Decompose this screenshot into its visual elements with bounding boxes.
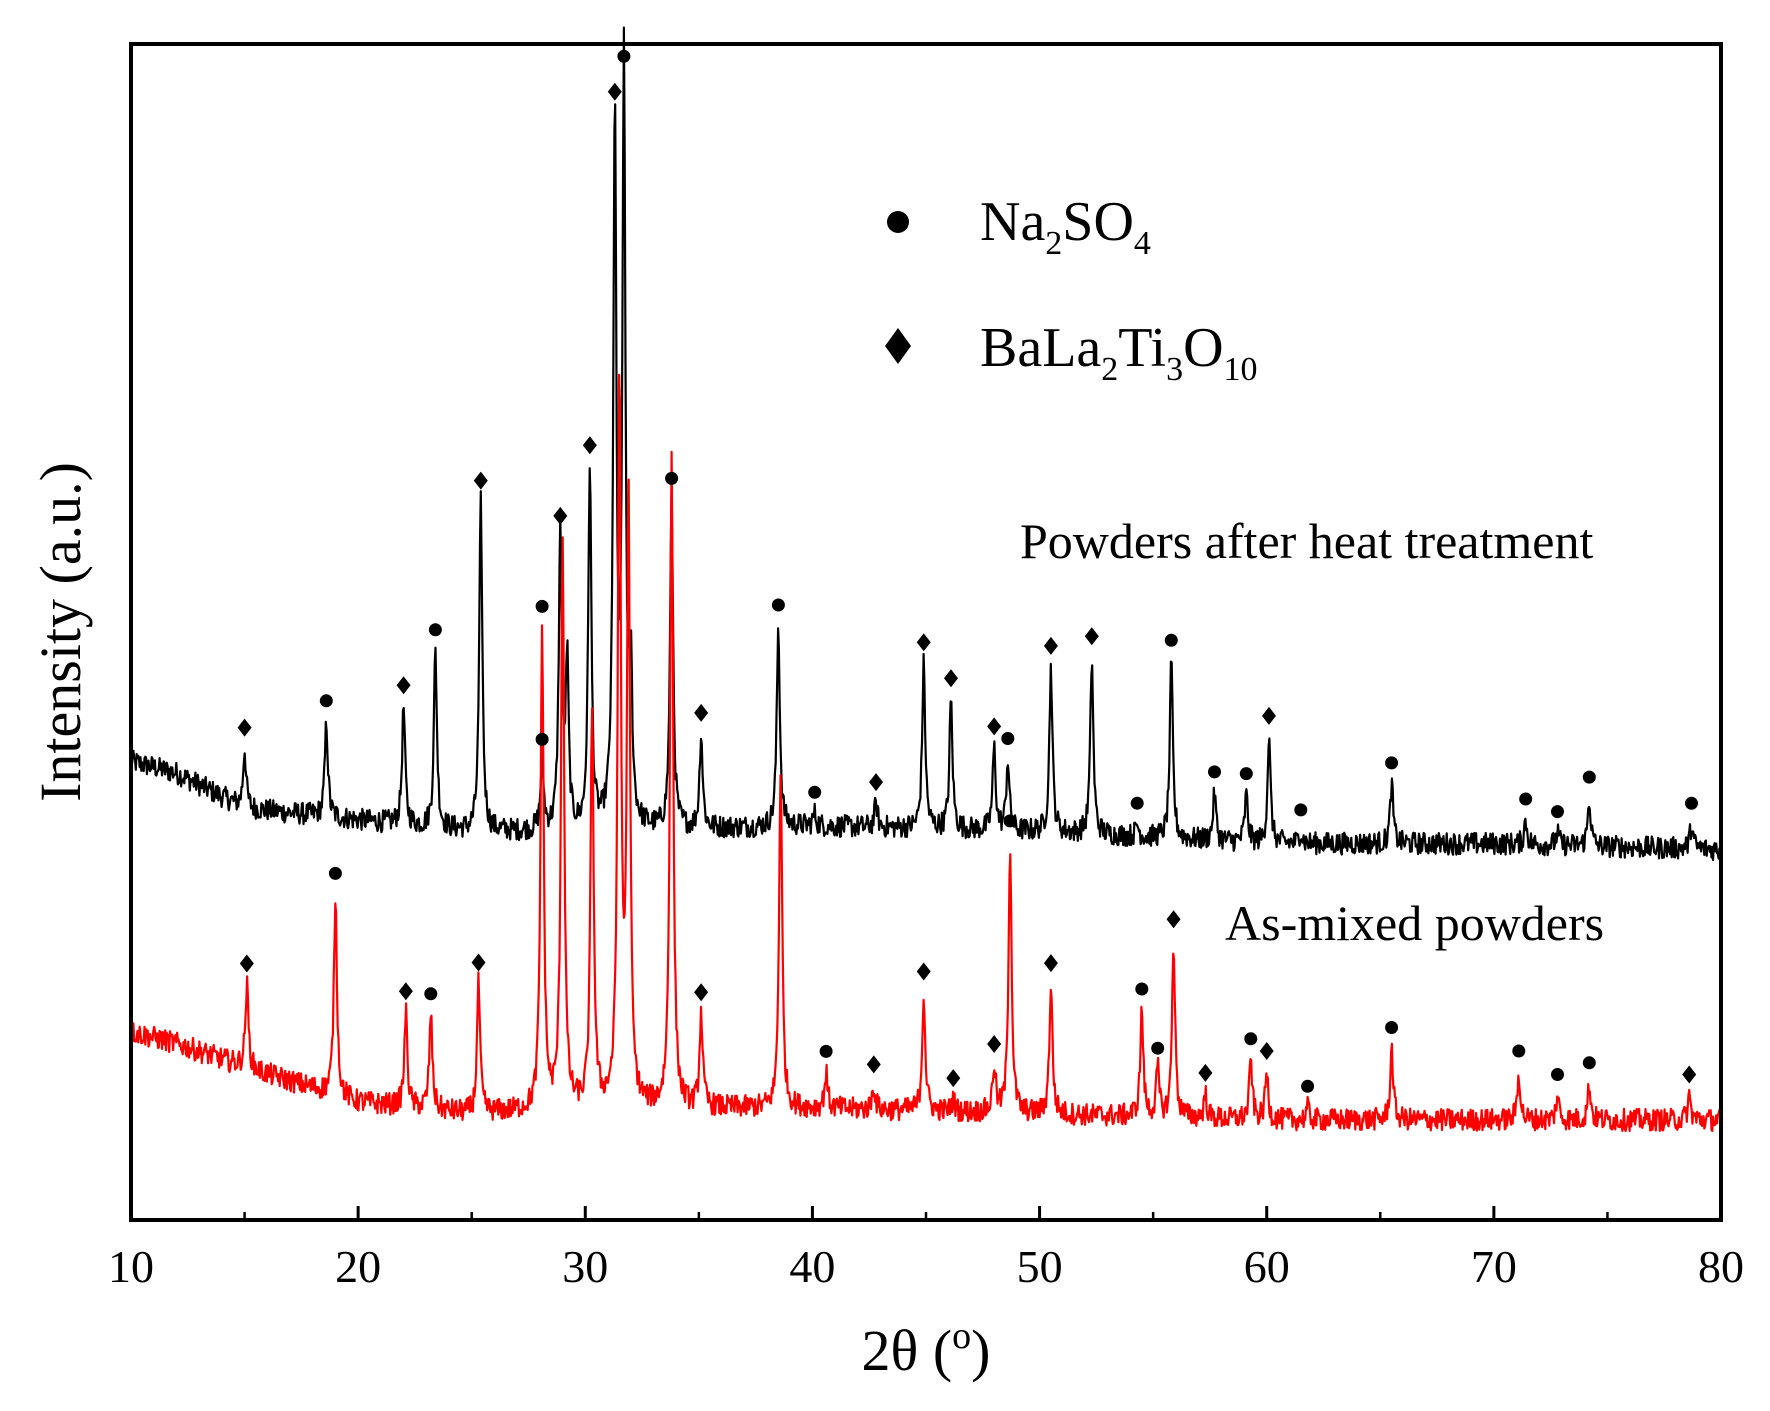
legend-diamond-marker [885,328,911,364]
x-axis-title-close: ) [971,1318,990,1383]
peak-marker-na2so4 [1385,1021,1399,1034]
peak-marker-na2so4 [1003,814,1017,828]
peak-marker-na2so4 [819,1044,833,1058]
legend-circle-marker [887,211,909,233]
legend-bala2ti3o10-part: Ti [1118,317,1166,379]
peak-marker-bala2ti3o10 [607,82,622,101]
x-tick-label: 30 [562,1241,608,1292]
legend-na2so4-sub: 4 [1134,225,1151,262]
peak-marker-bala2ti3o10 [946,1069,961,1088]
peak-marker-na2so4 [1208,765,1221,779]
peak-marker-bala2ti3o10 [1166,910,1181,929]
peak-marker-na2so4 [1582,1056,1596,1070]
peak-marker-na2so4 [1294,803,1308,817]
peak-marker-bala2ti3o10 [237,718,252,737]
legend-na2so4-part: SO [1062,191,1134,253]
series-line-heat-treated [129,26,1723,862]
peak-marker-bala2ti3o10 [582,436,597,455]
peak-marker-bala2ti3o10 [916,962,931,981]
peak-marker-na2so4 [424,987,438,1001]
peak-marker-na2so4 [808,785,822,799]
series-line-as-mixed [130,373,1723,1133]
y-axis-title: Intensity (a.u.) [28,462,93,802]
peak-marker-na2so4 [771,598,785,612]
peak-marker-bala2ti3o10 [239,954,254,973]
legend-bala2ti3o10-sub: 3 [1166,351,1183,388]
peak-marker-na2so4 [1551,805,1564,819]
tick-layer: 10 20 30 40 50 60 70 80 [108,1206,1744,1292]
peak-marker-bala2ti3o10 [1084,627,1099,646]
peak-marker-bala2ti3o10 [1682,1065,1697,1084]
peak-marker-na2so4 [617,49,631,63]
peak-marker-na2so4 [1582,770,1596,784]
peak-marker-na2so4 [1512,1044,1526,1058]
peak-marker-na2so4 [535,599,549,613]
peak-marker-na2so4 [1519,792,1533,806]
peak-marker-bala2ti3o10 [1259,1042,1274,1060]
peak-marker-bala2ti3o10 [1043,636,1058,655]
x-tick-label: 10 [108,1241,154,1292]
x-tick-label: 80 [1698,1241,1744,1292]
peak-marker-na2so4 [1239,767,1253,781]
x-tick-label: 70 [1471,1241,1517,1292]
legend-label-na2so4: Na2SO4 [980,191,1151,262]
peak-marker-na2so4 [1151,1041,1165,1055]
series-label-heat-treated: Powders after heat treatment [1020,513,1593,569]
marker-layer [237,49,1698,1093]
peak-marker-na2so4 [1551,1068,1564,1081]
peak-marker-bala2ti3o10 [1043,954,1058,973]
peak-marker-bala2ti3o10 [869,773,884,792]
peak-marker-na2so4 [1130,796,1144,810]
x-tick-label: 60 [1244,1241,1290,1292]
peak-marker-bala2ti3o10 [987,1034,1002,1053]
x-tick-label: 40 [789,1241,835,1292]
peak-marker-bala2ti3o10 [694,983,709,1002]
peak-marker-na2so4 [1135,982,1149,996]
peak-marker-bala2ti3o10 [987,717,1002,736]
legend-bala2ti3o10-part: O [1183,317,1223,379]
peak-marker-bala2ti3o10 [916,633,931,652]
peak-marker-na2so4 [319,694,333,708]
peak-marker-bala2ti3o10 [473,471,488,490]
peak-marker-bala2ti3o10 [553,506,568,525]
peak-marker-na2so4 [665,471,679,485]
legend: Na2SO4 BaLa2Ti3O10 [885,191,1258,388]
legend-bala2ti3o10-sub: 2 [1101,351,1118,388]
peak-marker-bala2ti3o10 [396,676,411,695]
legend-bala2ti3o10-part: BaLa [980,317,1101,379]
peak-marker-bala2ti3o10 [1261,706,1276,725]
legend-na2so4-part: Na [980,191,1045,253]
legend-label-bala2ti3o10: BaLa2Ti3O10 [980,317,1258,388]
peak-marker-bala2ti3o10 [694,703,709,722]
peak-marker-na2so4 [1685,796,1698,810]
x-tick-label: 50 [1017,1241,1063,1292]
peak-marker-na2so4 [1001,732,1015,745]
x-axis-title-main: 2θ ( [862,1318,953,1383]
peak-marker-na2so4 [428,623,442,637]
peak-marker-na2so4 [328,866,342,880]
peak-marker-na2so4 [1385,756,1399,770]
peak-marker-bala2ti3o10 [1198,1063,1213,1082]
peak-marker-bala2ti3o10 [943,669,958,688]
peak-marker-na2so4 [1301,1079,1315,1093]
peak-marker-na2so4 [1244,1032,1258,1046]
peak-marker-bala2ti3o10 [471,953,486,972]
series-layer [129,26,1723,1133]
x-axis-title-degree: o [952,1315,971,1357]
x-tick-label: 20 [335,1241,381,1292]
legend-bala2ti3o10-sub: 10 [1224,351,1258,388]
legend-na2so4-sub: 2 [1045,225,1062,262]
peak-marker-na2so4 [535,732,549,746]
peak-marker-bala2ti3o10 [866,1055,881,1074]
series-label-as-mixed: As-mixed powders [1225,895,1604,951]
peak-marker-bala2ti3o10 [398,982,413,1001]
peak-marker-na2so4 [1164,633,1178,647]
x-axis-title: 2θ (o) [862,1315,991,1383]
